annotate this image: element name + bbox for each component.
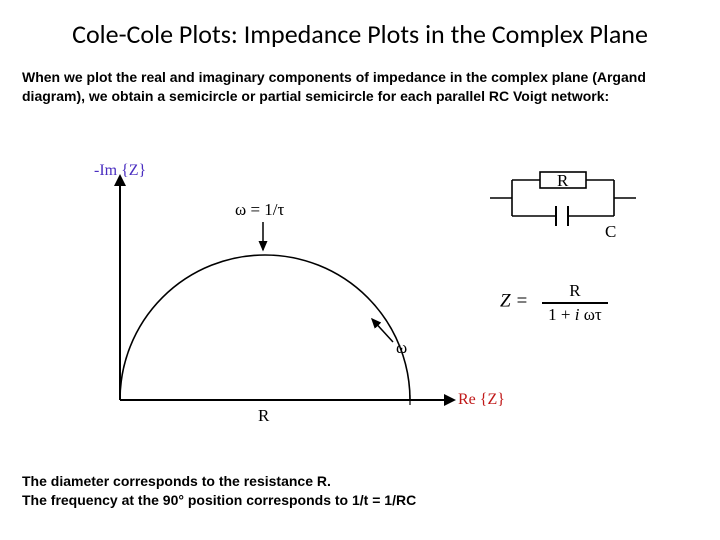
footer-line-1: The diameter corresponds to the resistan…	[22, 472, 416, 491]
page-title: Cole-Cole Plots: Impedance Plots in the …	[0, 0, 720, 50]
rc-circuit	[490, 168, 650, 248]
equation-lhs: Z =	[500, 290, 528, 311]
omega-peak-label: ω = 1/τ	[235, 200, 284, 220]
footer-line-2: The frequency at the 90° position corres…	[22, 491, 416, 510]
semicircle-curve	[120, 255, 410, 400]
diagram-container: -Im {Z} ω = 1/τ ω R Re {Z} R C Z = R 1 +…	[100, 170, 660, 440]
equation-numerator: R	[563, 280, 586, 302]
y-axis-label: -Im {Z}	[94, 162, 146, 180]
intro-paragraph: When we plot the real and imaginary comp…	[0, 50, 720, 106]
cole-cole-plot	[100, 170, 470, 430]
capacitor-label: C	[605, 222, 616, 242]
impedance-equation: Z = R 1 + i ωτ	[500, 280, 608, 326]
omega-direction-label: ω	[396, 338, 407, 358]
x-axis-label: Re {Z}	[458, 391, 505, 409]
footer-notes: The diameter corresponds to the resistan…	[22, 472, 416, 510]
equation-denominator: 1 + i ωτ	[542, 304, 608, 326]
diameter-label: R	[258, 406, 269, 426]
resistor-label: R	[557, 171, 568, 191]
omega-arrow	[372, 319, 393, 342]
